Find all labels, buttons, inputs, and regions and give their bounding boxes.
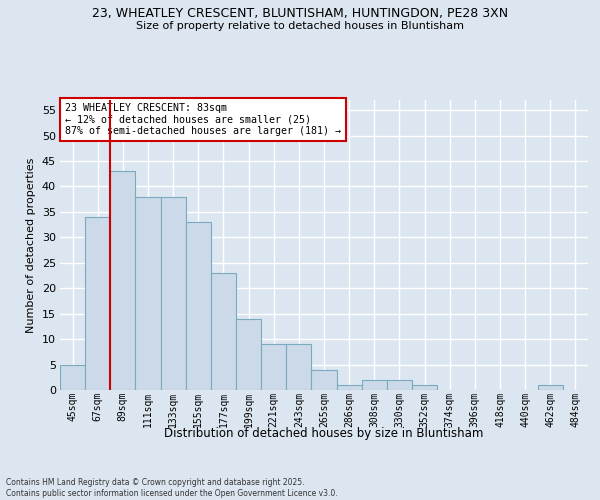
Text: 23 WHEATLEY CRESCENT: 83sqm
← 12% of detached houses are smaller (25)
87% of sem: 23 WHEATLEY CRESCENT: 83sqm ← 12% of det…: [65, 103, 341, 136]
Bar: [60, 364, 85, 390]
Bar: [261, 344, 286, 390]
Y-axis label: Number of detached properties: Number of detached properties: [26, 158, 36, 332]
Text: 23, WHEATLEY CRESCENT, BLUNTISHAM, HUNTINGDON, PE28 3XN: 23, WHEATLEY CRESCENT, BLUNTISHAM, HUNTI…: [92, 8, 508, 20]
Bar: [85, 217, 110, 390]
Bar: [161, 196, 186, 390]
Bar: [110, 171, 136, 390]
Bar: [412, 385, 437, 390]
Bar: [538, 385, 563, 390]
Bar: [136, 196, 161, 390]
Text: Size of property relative to detached houses in Bluntisham: Size of property relative to detached ho…: [136, 21, 464, 31]
Text: Contains HM Land Registry data © Crown copyright and database right 2025.
Contai: Contains HM Land Registry data © Crown c…: [6, 478, 338, 498]
Bar: [211, 273, 236, 390]
Bar: [311, 370, 337, 390]
Bar: [387, 380, 412, 390]
Bar: [286, 344, 311, 390]
Text: Distribution of detached houses by size in Bluntisham: Distribution of detached houses by size …: [164, 428, 484, 440]
Bar: [186, 222, 211, 390]
Bar: [236, 319, 261, 390]
Bar: [337, 385, 362, 390]
Bar: [362, 380, 387, 390]
